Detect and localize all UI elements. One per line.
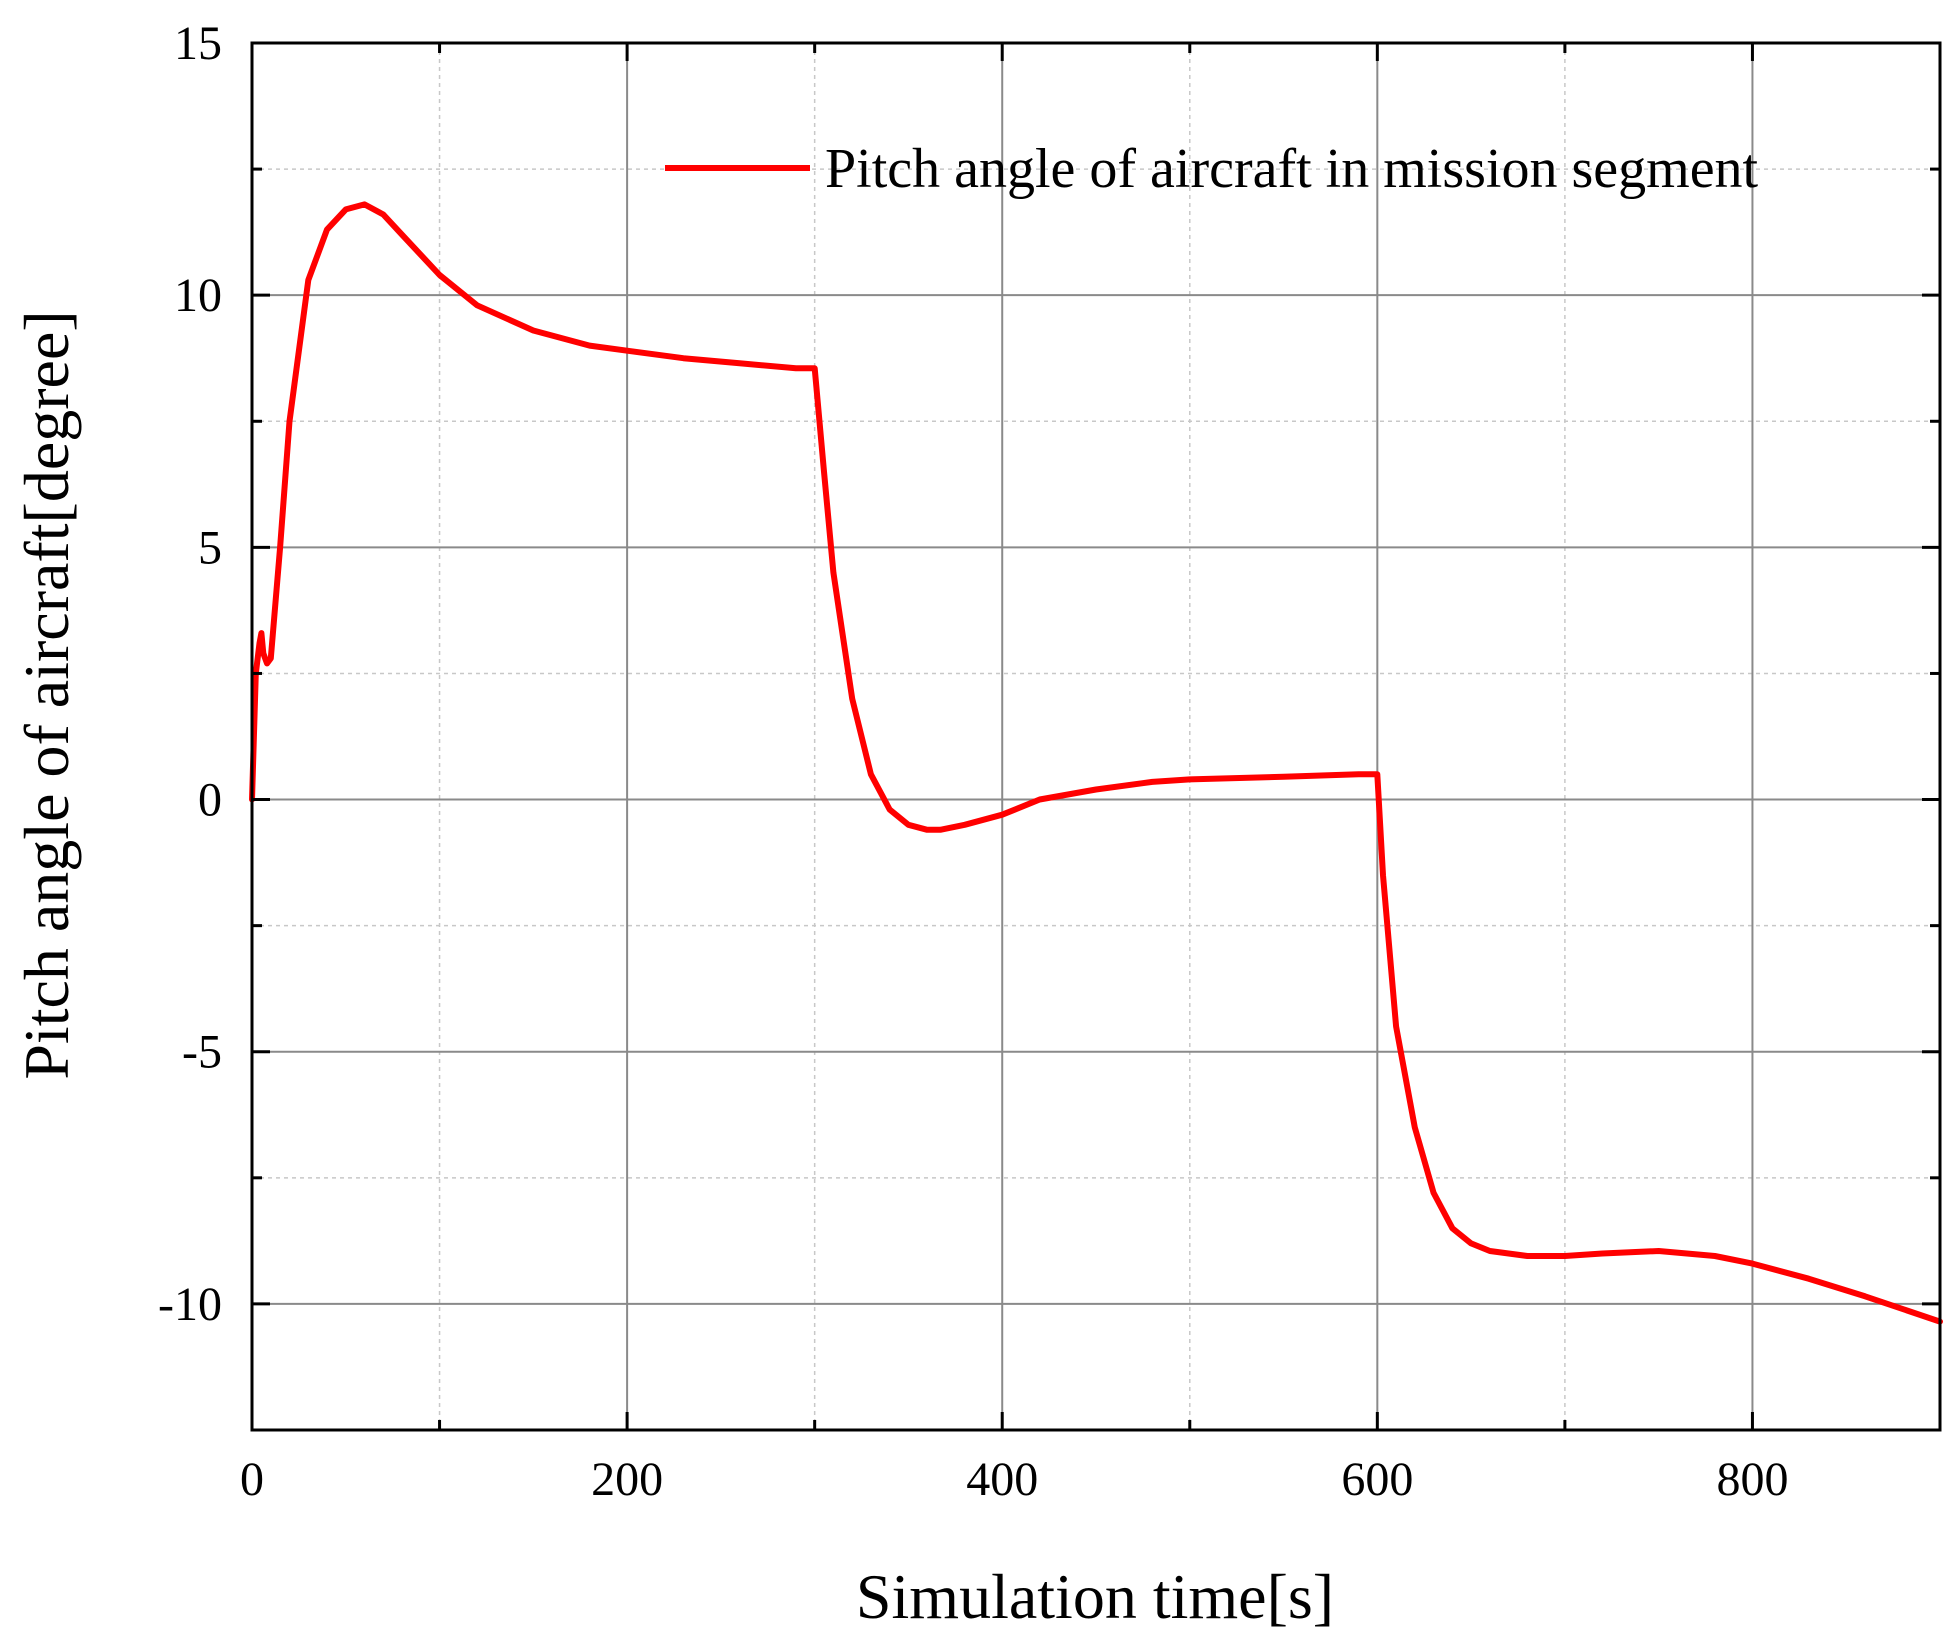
x-tick-label: 600 [1341, 1453, 1413, 1506]
legend: Pitch angle of aircraft in mission segme… [665, 138, 1759, 200]
x-axis-title: Simulation time[s] [856, 1561, 1334, 1632]
y-tick-label: -10 [158, 1278, 222, 1331]
x-tick-label: 0 [240, 1453, 264, 1506]
series-line [249, 201, 1943, 1325]
x-tick-label: 200 [591, 1453, 663, 1506]
axes [250, 41, 1942, 1432]
y-tick-label: 0 [198, 774, 222, 827]
y-tick-label: -5 [182, 1026, 222, 1079]
y-tick-label: 15 [174, 17, 222, 70]
series-layer [249, 201, 1943, 1325]
y-axis-title: Pitch angle of aircraft[degree] [11, 310, 82, 1079]
y-tick-label: 5 [198, 521, 222, 574]
grid [252, 43, 1940, 1430]
y-tick-label: 10 [174, 269, 222, 322]
plot-frame [250, 41, 1942, 1432]
legend-label: Pitch angle of aircraft in mission segme… [825, 138, 1759, 200]
x-tick-label: 400 [966, 1453, 1038, 1506]
tick-labels: 0 200 400 600 800 15 10 5 0 -5 -10 [158, 17, 1788, 1506]
x-tick-label: 800 [1716, 1453, 1788, 1506]
